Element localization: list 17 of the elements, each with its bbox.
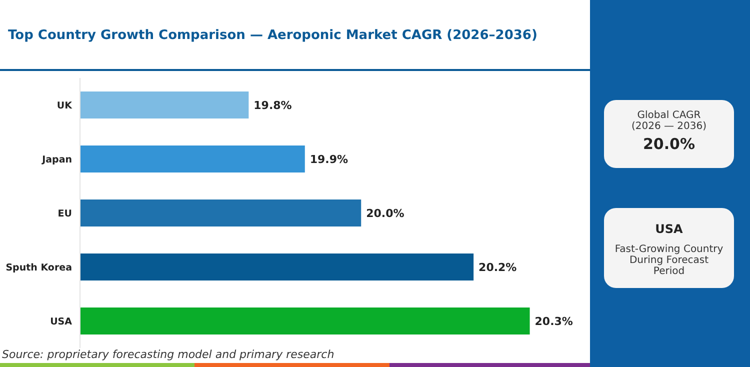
y-tick-label: UK [56, 100, 73, 112]
data-label: 19.9% [310, 152, 348, 166]
text: USA [654, 222, 684, 236]
text: Global CAGR [636, 110, 702, 121]
text: (2026 — 2036) [630, 121, 708, 132]
y-tick-label: Japan [41, 154, 72, 166]
data-label: 20.3% [534, 314, 573, 328]
data-label: 19.8% [254, 98, 292, 112]
annotation: Source: proprietary forecasting model and primary research [2, 348, 334, 361]
chart-title: Top Country Growth Comparison — Aeroponic Market CAGR (2026–2036) [8, 28, 538, 43]
data-label: 20.2% [478, 260, 517, 274]
text: Fast-Growing Country During Forecast Period [614, 244, 724, 277]
data-label: 20.0% [366, 206, 404, 220]
y-tick-label: EU [58, 208, 72, 220]
y-tick-label: USA [50, 316, 73, 328]
y-tick-label: Sputh Korea [6, 262, 72, 274]
text: 20.0% [642, 135, 696, 153]
